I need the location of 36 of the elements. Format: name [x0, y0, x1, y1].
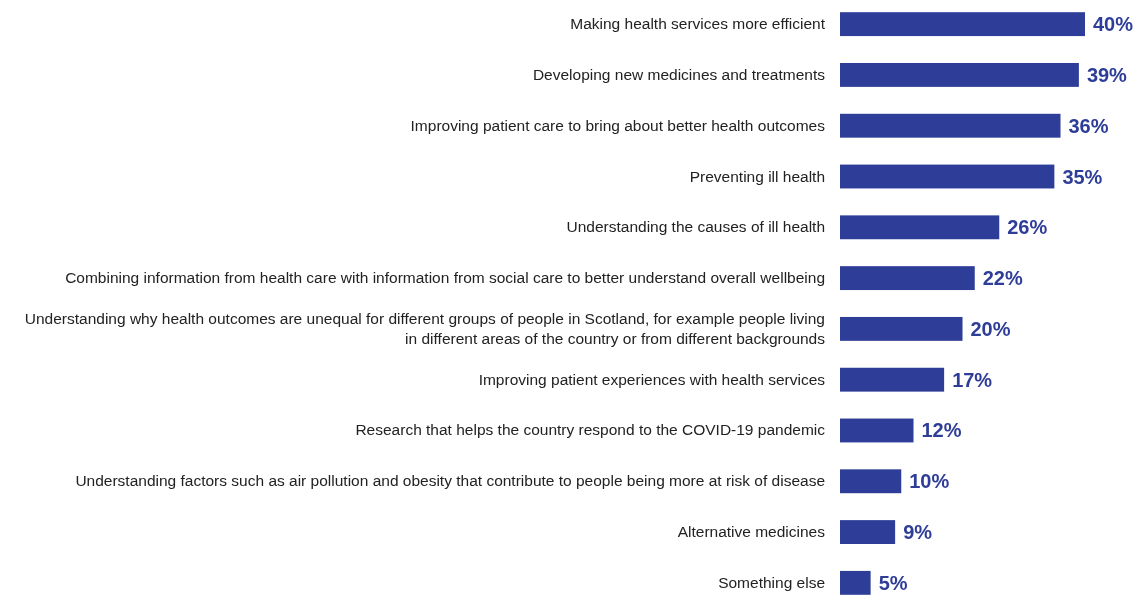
data-label: 10%: [909, 470, 950, 493]
bar: [840, 215, 1000, 240]
data-label: 12%: [921, 419, 962, 442]
bar: [840, 113, 1061, 138]
bar: [840, 164, 1055, 189]
y-tick-label: Understanding the causes of ill health: [566, 218, 825, 236]
y-tick-label: Preventing ill health: [689, 167, 825, 185]
y-tick-label: Improving patient experiences with health services: [478, 370, 826, 388]
data-label: 5%: [878, 571, 908, 594]
data-label: 22%: [982, 267, 1023, 290]
bar: [840, 63, 1079, 87]
y-tick-label: Something else: [718, 573, 825, 591]
data-label: 26%: [1007, 216, 1048, 239]
data-label: 9%: [903, 521, 933, 544]
bar: [840, 367, 945, 392]
y-tick-label: Improving patient care to bring about better health outcomes: [410, 116, 826, 134]
bar: [840, 418, 914, 443]
data-label: 20%: [970, 317, 1011, 340]
data-label: 39%: [1086, 63, 1128, 86]
y-tick-label: Understanding why health outcomes are unequal for different groups of people in Scotland, for example people living in different areas of the country or from different backgrounds: [24, 309, 826, 347]
data-label: 36%: [1068, 114, 1109, 137]
data-label: 40%: [1093, 13, 1134, 36]
y-tick-label: Developing new medicines and treatments: [532, 65, 826, 83]
y-tick-label: Alternative medicines: [677, 523, 826, 541]
y-tick-label: Understanding factors such as air pollution and obesity that contribute to people being more at risk of disease: [75, 472, 825, 490]
y-tick-label: Combining information from health care with information from social care to better understand overall wellbeing: [65, 269, 825, 287]
y-tick-label: Making health services more efficient: [570, 15, 826, 33]
bar: [840, 316, 963, 341]
bar: [840, 469, 902, 494]
bar: [840, 12, 1085, 37]
data-label: 17%: [952, 368, 993, 391]
y-tick-label: Research that helps the country respond to the COVID-19 pandemic: [355, 421, 826, 439]
bar: [840, 520, 896, 544]
data-label: 35%: [1062, 165, 1103, 188]
bar: [840, 266, 975, 291]
bar: [840, 570, 871, 595]
